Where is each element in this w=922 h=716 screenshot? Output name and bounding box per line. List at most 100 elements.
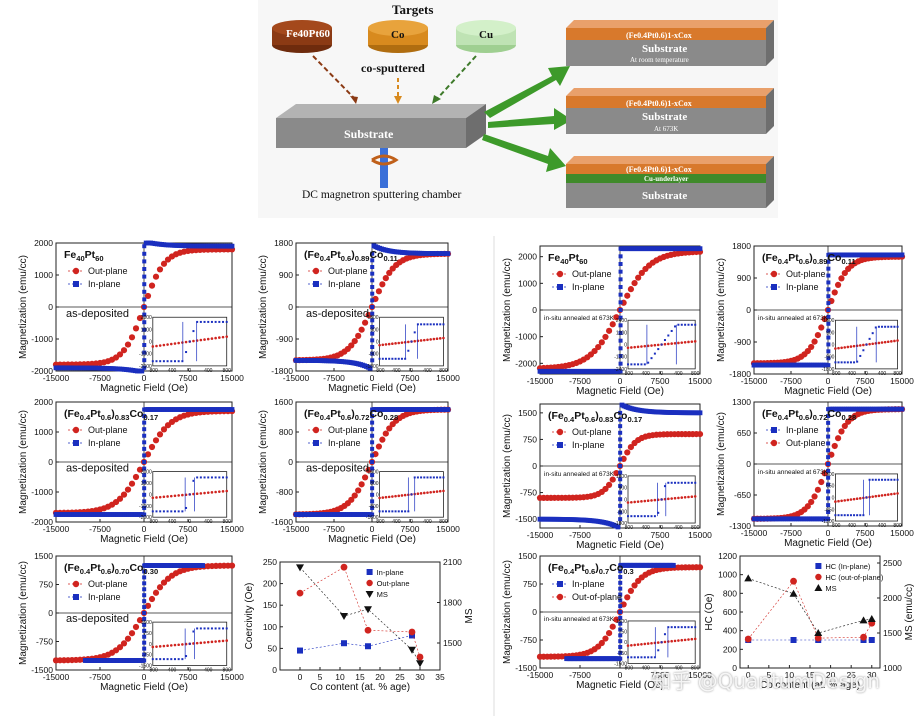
x-axis-label: Magnetic Field (Oe) <box>784 538 872 549</box>
inset-outplane-point <box>422 338 426 342</box>
inset-inplane-point <box>218 627 221 630</box>
inset-inplane-point <box>378 357 381 360</box>
inset-y-tick-label: -2000 <box>139 515 152 521</box>
y-tick-label: 2000 <box>34 397 53 407</box>
inset-y-tick-label: 0 <box>149 492 152 498</box>
inset-inplane-point <box>630 515 633 518</box>
inset-inplane-point <box>643 515 646 518</box>
inset-outplane-point <box>221 639 225 643</box>
inset-inplane-point <box>400 510 403 513</box>
inset-y-tick-label: 0 <box>376 492 379 498</box>
panel-title: (Fe0.4Pt0.6)0.83Co0.17 <box>548 410 642 424</box>
panel-title: (Fe0.4Pt0.6)0.89Co0.11 <box>304 249 398 263</box>
inset-outplane-point <box>683 496 687 499</box>
inset-outplane-point <box>422 491 426 495</box>
y-tick-label: 2000 <box>34 238 53 248</box>
y-axis-label: Magnetization (emu/cc) <box>502 414 513 518</box>
inplane-switch-point <box>142 499 147 504</box>
inplane-switch-point <box>826 420 831 425</box>
inset-inplane-point <box>849 361 852 364</box>
stack-cu-underlayer: (Fe0.4Pt0.6)1-xCox Cu-underlayer Substra… <box>566 156 774 208</box>
panel-title: (Fe0.4Pt0.6)0.89Co0.11 <box>762 252 856 266</box>
inset-inplane-point <box>185 351 188 354</box>
inset-y-tick-label: -750 <box>617 651 627 657</box>
inset-inplane-point <box>442 323 445 326</box>
inplane-switch-point <box>142 575 147 580</box>
inset-y-tick-label: 2400 <box>616 318 627 324</box>
inset-outplane-point <box>653 343 657 347</box>
inset-inplane-point <box>188 642 191 645</box>
inplane-switch-point <box>142 658 147 663</box>
inset-inplane-point <box>381 510 384 513</box>
inplane-switch-point <box>826 266 831 271</box>
inplane-switch-point <box>142 512 147 517</box>
outplane-point <box>627 444 635 451</box>
inset-outplane-point <box>173 494 177 498</box>
outplane-point <box>811 493 818 500</box>
inset-x-tick-label: 400 <box>674 525 683 531</box>
inset-inplane-point <box>429 476 432 479</box>
outplane-point <box>627 587 635 594</box>
inset-inplane-point <box>391 510 394 513</box>
inset-inplane-point <box>856 514 859 517</box>
inplane-switch-point <box>618 331 623 335</box>
panel-annotation: as-deposited <box>66 463 129 475</box>
plot-border <box>279 561 441 671</box>
inset-outplane-point <box>438 489 442 493</box>
x-tick-label: 15 <box>805 670 815 680</box>
inset-inplane-point <box>185 506 188 509</box>
outplane-point <box>841 269 848 277</box>
inset-inplane-point <box>423 323 426 326</box>
x-axis-label: Magnetic Field (Oe) <box>576 680 664 691</box>
inplane-switch-point <box>826 475 831 480</box>
inplane-switch-point <box>142 599 147 604</box>
inset-x-tick-label: -800 <box>375 519 385 525</box>
inset-plot: -800 -400 0 400 800 -1800 -900 0 900 1800 <box>822 318 902 377</box>
x-tick-label: 10 <box>785 670 795 680</box>
y-axis-label: Coercivity (Oe) <box>244 583 255 650</box>
outplane-point <box>638 269 645 277</box>
inset-outplane-point <box>407 340 410 344</box>
inset-inplane-point <box>896 478 899 481</box>
inset-x-tick-label: 400 <box>204 519 213 525</box>
y-tick-label: -650 <box>734 490 751 500</box>
inplane-switch-point <box>618 292 623 297</box>
inset-inplane-point <box>637 515 640 518</box>
x-tick-label: 0 <box>142 672 147 682</box>
legend-label: Out-plane <box>328 266 368 276</box>
hysteresis-panel-R5: -15000 -7500 0 7500 15000-1500-75007501500Ma… <box>502 551 712 691</box>
y-tick-label: 750 <box>523 434 537 444</box>
inplane-switch-point <box>618 650 623 655</box>
inset-outplane-point <box>426 491 429 494</box>
inset-outplane-point <box>670 639 673 643</box>
outplane-point <box>635 274 642 281</box>
inset-outplane-point <box>173 643 177 647</box>
inset-outplane-point <box>633 643 637 647</box>
inset-inplane-point <box>653 515 656 518</box>
inset-inplane-point <box>196 476 199 479</box>
inplane-switch-point <box>618 639 623 644</box>
series-point <box>364 606 372 614</box>
inset-inplane-point <box>218 476 221 479</box>
inset-outplane-point <box>690 637 694 641</box>
inplane-switch-point <box>142 343 147 347</box>
inset-inplane-point <box>166 658 169 661</box>
inset-inplane-point <box>680 626 683 629</box>
panel-title: Fe40Pt60 <box>64 249 104 263</box>
inset-outplane-point <box>397 494 401 498</box>
x-tick-label: 7500 <box>179 524 198 534</box>
x-tick-label: 0 <box>142 373 147 383</box>
inset-inplane-point <box>225 320 228 323</box>
inset-y-tick-label: 1500 <box>141 620 152 626</box>
inplane-switch-point <box>370 407 375 412</box>
inplane-switch-point <box>142 466 147 471</box>
outplane-point <box>811 338 818 345</box>
inplane-switch-point <box>826 308 831 312</box>
inset-outplane-point <box>169 342 173 346</box>
inset-inplane-point <box>640 363 643 366</box>
inset-inplane-point <box>627 656 629 659</box>
inset-x-tick-label: 800 <box>691 525 700 531</box>
inset-y-tick-label: 900 <box>619 486 628 492</box>
inset-inplane-point <box>660 641 663 644</box>
